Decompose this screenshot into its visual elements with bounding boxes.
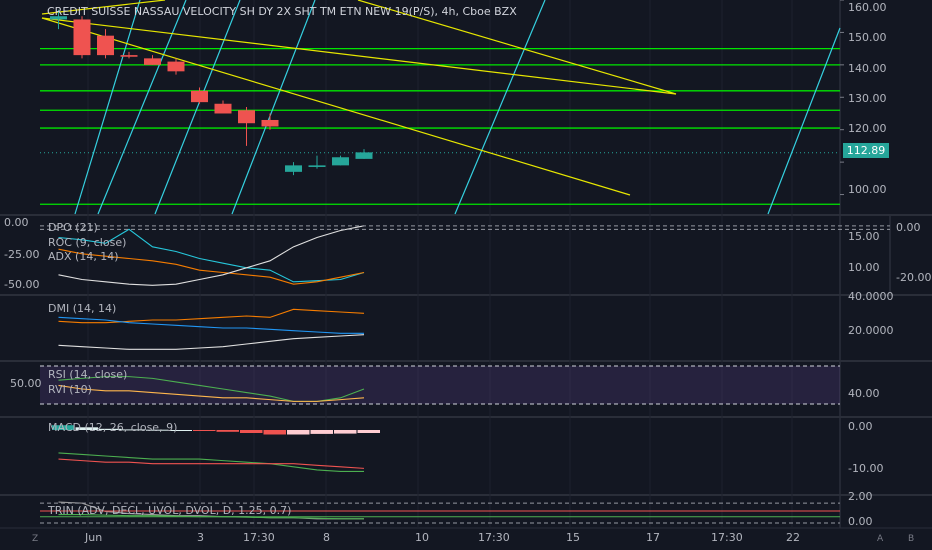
left-tick: -50.00 bbox=[4, 278, 40, 291]
fan-line bbox=[97, 0, 187, 215]
fan-line bbox=[231, 0, 316, 215]
dmi-series-line bbox=[58, 316, 364, 334]
left-tick: -25.00 bbox=[4, 248, 40, 261]
macd-histogram-bar bbox=[310, 430, 333, 434]
candle-body bbox=[191, 90, 208, 103]
legend-adx[interactable]: ADX (14, 14) bbox=[48, 250, 119, 263]
price-tick: 140.00 bbox=[848, 62, 887, 75]
candle-body bbox=[97, 35, 114, 56]
left-tick: 0.00 bbox=[4, 216, 29, 229]
candle-body bbox=[120, 55, 138, 57]
macd-histogram-bar bbox=[357, 430, 380, 433]
trend-line bbox=[357, 0, 677, 95]
last-price-tag: 112.89 bbox=[843, 143, 889, 158]
auto-scale-button[interactable]: A bbox=[877, 534, 884, 544]
time-label: 3 bbox=[197, 531, 204, 544]
macd-histogram-bar bbox=[263, 430, 286, 435]
indicator-series-line bbox=[58, 248, 365, 285]
candle-body bbox=[238, 110, 255, 124]
time-label: 8 bbox=[323, 531, 330, 544]
price-tick: 100.00 bbox=[848, 183, 887, 196]
macd-histogram-bar bbox=[193, 430, 216, 431]
time-label: 10 bbox=[415, 531, 429, 544]
legend-roc[interactable]: ROC (9, close) bbox=[48, 236, 127, 249]
macd-histogram-bar bbox=[240, 430, 263, 433]
legend-rsi[interactable]: RSI (14, close) bbox=[48, 368, 128, 381]
indicator-series-line bbox=[58, 225, 365, 286]
macd-series-line bbox=[58, 458, 365, 469]
macd-histogram-bar bbox=[99, 428, 122, 430]
fan-line bbox=[154, 0, 241, 215]
right-tick: 40.0000 bbox=[848, 290, 894, 303]
legend-trin[interactable]: TRIN (ADV, DECL, UVOL, DVOL, D, 1.25, 0.… bbox=[48, 504, 292, 517]
right-tick: 0.00 bbox=[848, 515, 873, 528]
fan-line bbox=[767, 27, 841, 215]
macd-histogram-bar bbox=[75, 427, 98, 430]
rsi-band bbox=[40, 366, 840, 404]
time-label: Jun bbox=[85, 531, 103, 544]
time-label: 17:30 bbox=[711, 531, 743, 544]
candle-body bbox=[73, 19, 91, 56]
time-label: 22 bbox=[786, 531, 800, 544]
right-tick: 10.00 bbox=[848, 261, 880, 274]
macd-histogram-bar bbox=[216, 430, 239, 432]
candle-body bbox=[167, 61, 185, 72]
right-tick: -10.00 bbox=[848, 462, 884, 475]
candle-body bbox=[355, 152, 373, 159]
price-tick: 120.00 bbox=[848, 122, 887, 135]
fan-line bbox=[74, 0, 141, 215]
price-tick: 160.00 bbox=[848, 1, 887, 14]
trend-line bbox=[41, 17, 677, 95]
candle-body bbox=[261, 119, 279, 127]
right-tick: 15.00 bbox=[848, 230, 880, 243]
zoom-button[interactable]: Z bbox=[32, 534, 39, 544]
time-label: 17 bbox=[646, 531, 660, 544]
right-tick: 0.00 bbox=[896, 221, 921, 234]
candle-body bbox=[214, 103, 232, 114]
legend-dmi[interactable]: DMI (14, 14) bbox=[48, 302, 117, 315]
dmi-series-line bbox=[58, 334, 365, 350]
right-tick: 40.00 bbox=[848, 387, 880, 400]
macd-histogram-bar bbox=[122, 429, 145, 431]
trend-line bbox=[41, 17, 631, 196]
trend-line bbox=[41, 0, 166, 15]
right-tick: 20.0000 bbox=[848, 324, 894, 337]
candle-body bbox=[308, 165, 326, 167]
price-tick: 130.00 bbox=[848, 92, 887, 105]
legend-macd[interactable]: MACD (12, 26, close, 9) bbox=[48, 421, 178, 434]
candle-body bbox=[285, 165, 302, 172]
indicator-series-line bbox=[58, 228, 365, 283]
chart-title: CREDIT SUISSE NASSAU VELOCITY SH DY 2X S… bbox=[47, 5, 517, 18]
log-scale-button[interactable]: B bbox=[908, 534, 915, 544]
macd-histogram-bar bbox=[334, 430, 357, 434]
legend-rvi[interactable]: RVI (10) bbox=[48, 383, 92, 396]
dmi-series-line bbox=[58, 308, 365, 324]
candle-body bbox=[144, 58, 161, 65]
time-label: 15 bbox=[566, 531, 580, 544]
price-tick: 150.00 bbox=[848, 31, 887, 44]
legend-dpo[interactable]: DPO (21) bbox=[48, 221, 98, 234]
macd-histogram-bar bbox=[287, 430, 310, 435]
macd-histogram-bar bbox=[52, 425, 75, 430]
right-tick: -20.00 bbox=[896, 271, 932, 284]
macd-histogram-bar bbox=[169, 430, 192, 431]
rsi-series-line bbox=[58, 384, 365, 402]
candle-body bbox=[332, 157, 349, 166]
time-label: 17:30 bbox=[478, 531, 510, 544]
candle-body bbox=[50, 16, 67, 20]
time-label: 17:30 bbox=[243, 531, 275, 544]
macd-histogram-bar bbox=[146, 429, 169, 431]
left-tick: 50.00 bbox=[10, 377, 42, 390]
fan-line bbox=[454, 0, 546, 215]
right-tick: 2.00 bbox=[848, 490, 873, 503]
right-tick: 0.00 bbox=[848, 420, 873, 433]
macd-series-line bbox=[58, 452, 364, 473]
